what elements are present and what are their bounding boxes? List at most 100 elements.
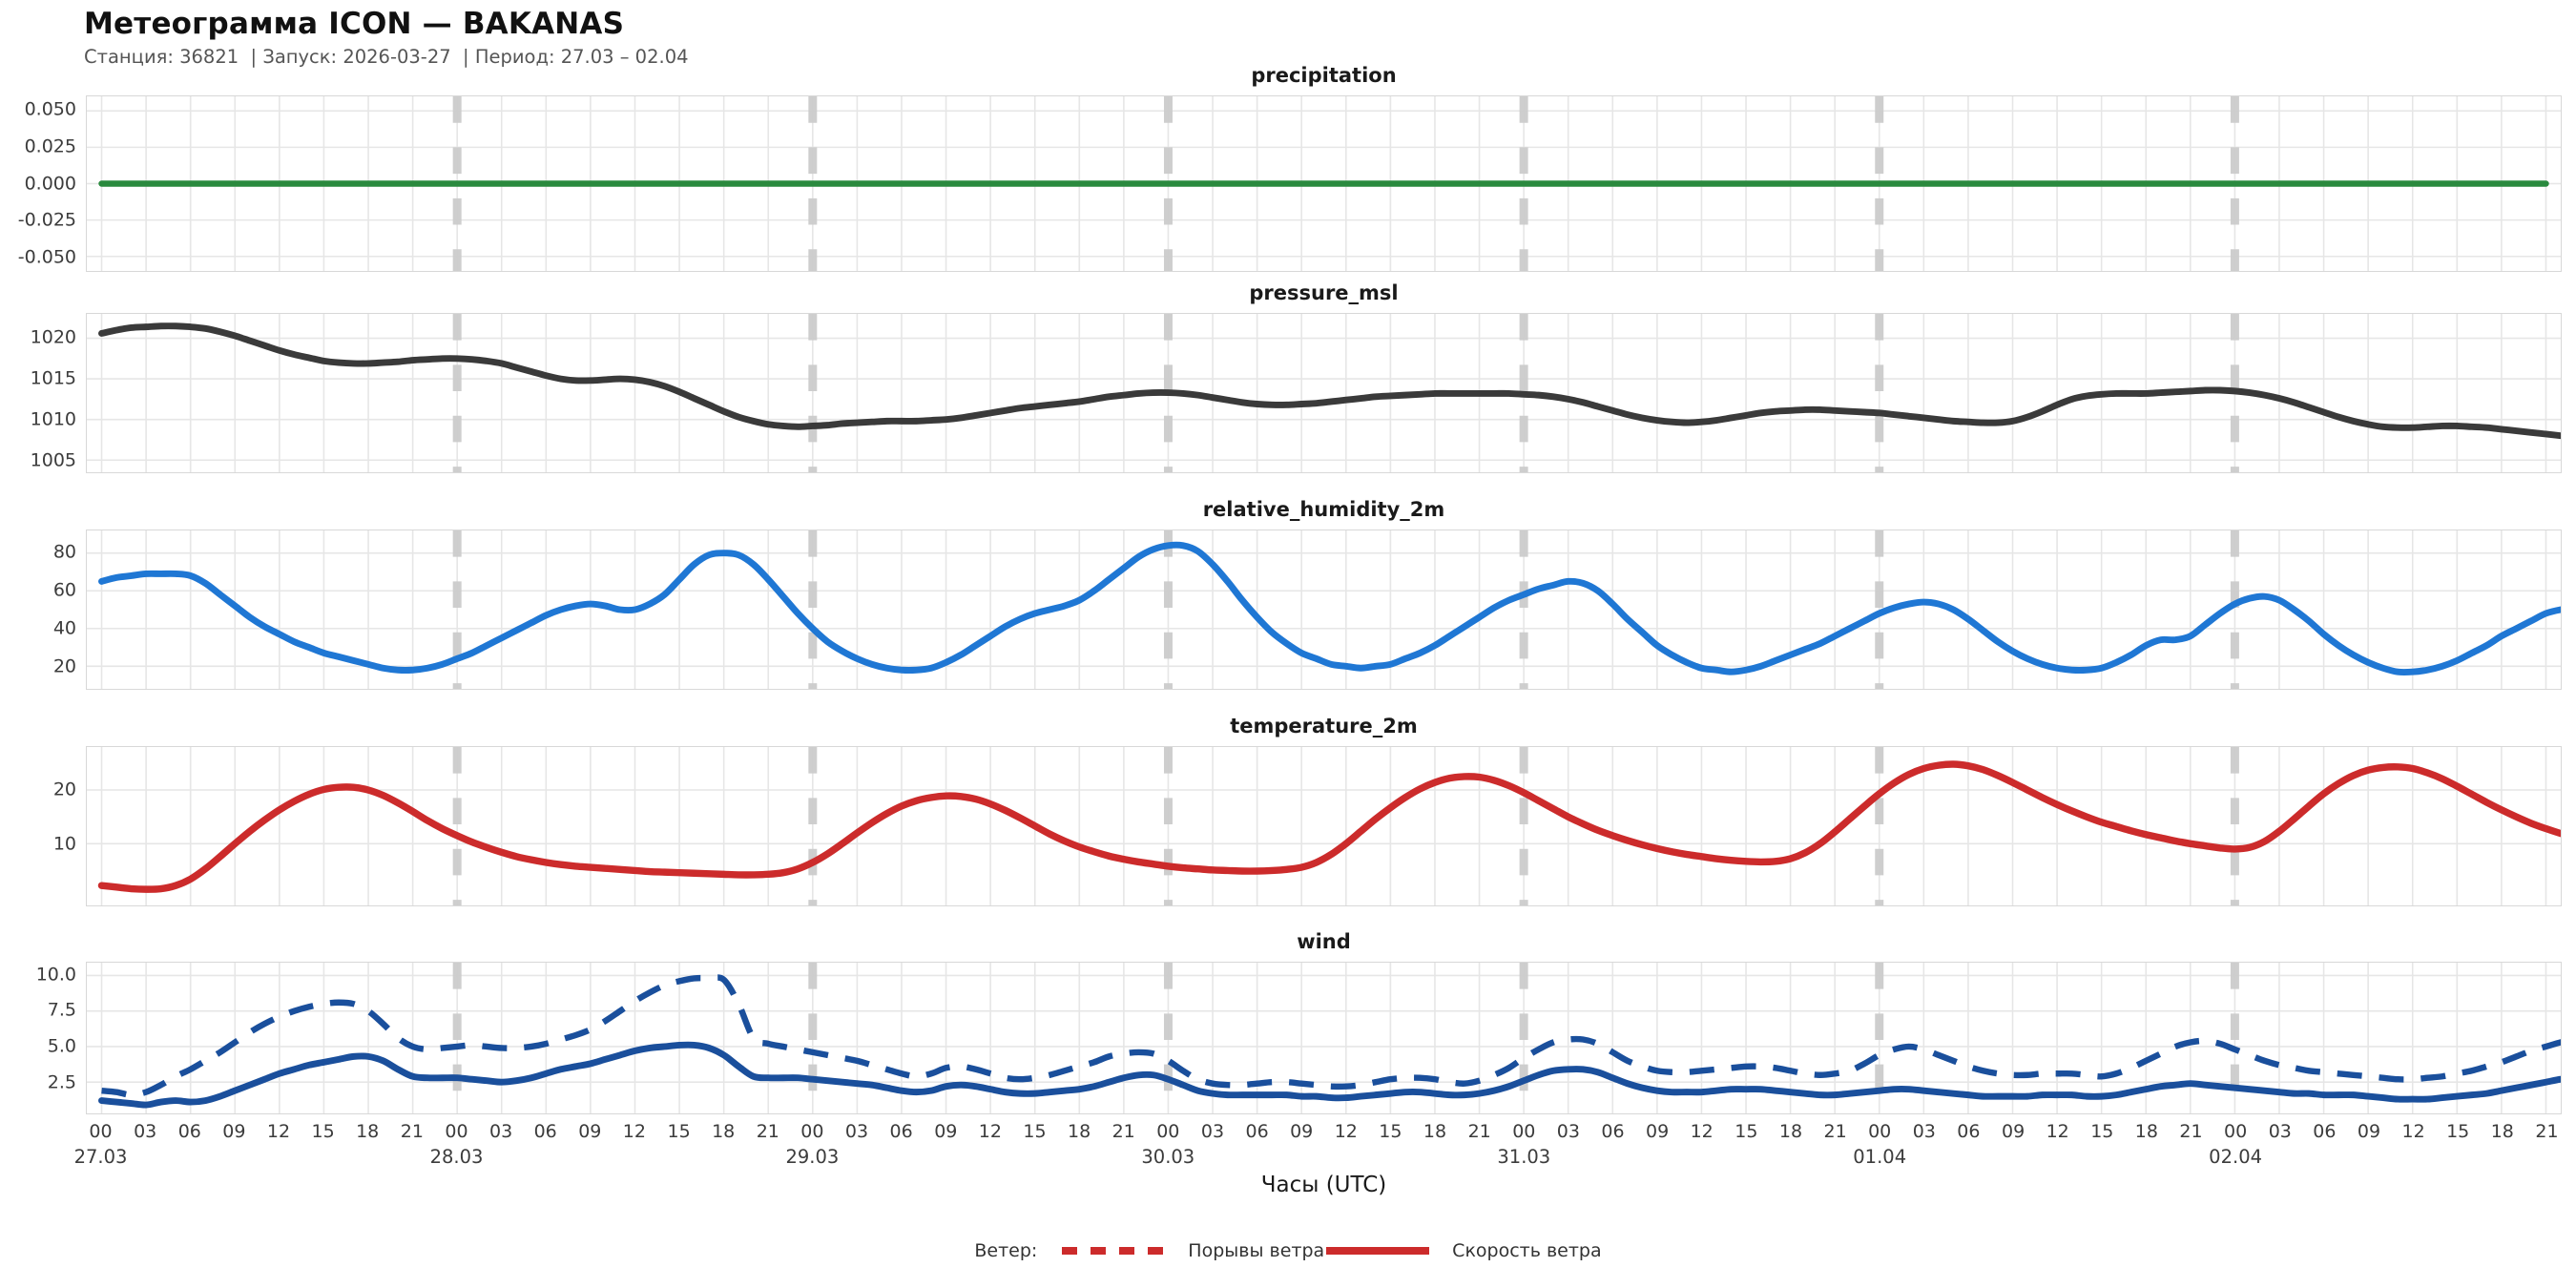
x-tick-hour: 09 <box>2357 1121 2381 1142</box>
page-subtitle: Станция: 36821 | Запуск: 2026-03-27 | Пе… <box>84 46 689 68</box>
x-tick-hour: 12 <box>1690 1121 1714 1142</box>
x-tick-hour: 03 <box>1200 1121 1225 1142</box>
y-tick-label: 20 <box>52 779 76 800</box>
x-tick-hour: 21 <box>1111 1121 1135 1142</box>
x-tick-day: 31.03 <box>1497 1146 1551 1168</box>
y-axis-pressure-msl: 1005 1010 1015 1020 <box>0 313 76 473</box>
y-tick-label: 1010 <box>30 408 76 430</box>
y-axis-precipitation: -0.050 -0.025 0.000 0.025 0.050 <box>0 95 76 272</box>
x-tick-hour: 21 <box>1467 1121 1491 1142</box>
y-tick-label: -0.025 <box>17 209 76 231</box>
panel-title-relative-humidity-2m: relative_humidity_2m <box>1202 498 1445 521</box>
y-tick-label: 40 <box>52 617 76 639</box>
x-tick-hour: 06 <box>889 1121 913 1142</box>
x-tick-hour: 03 <box>1912 1121 1936 1142</box>
x-tick-hour: 15 <box>1379 1121 1402 1142</box>
x-tick-hour: 03 <box>134 1121 157 1142</box>
x-tick-hour: 00 <box>1868 1121 1892 1142</box>
x-tick-hour: 06 <box>1601 1121 1625 1142</box>
plot-area-precipitation <box>86 95 2562 272</box>
panel-title-pressure-msl: pressure_msl <box>1249 281 1399 304</box>
y-tick-label: 20 <box>52 655 76 677</box>
y-tick-label: 10.0 <box>35 964 76 986</box>
x-tick-hour: 15 <box>1023 1121 1047 1142</box>
x-tick-hour: 00 <box>89 1121 113 1142</box>
x-tick-hour: 18 <box>1423 1121 1447 1142</box>
panel-title-temperature-2m: temperature_2m <box>1230 715 1418 737</box>
x-tick-hour: 12 <box>1334 1121 1358 1142</box>
x-tick-hour: 03 <box>2268 1121 2292 1142</box>
x-tick-hour: 06 <box>2313 1121 2337 1142</box>
legend-entry-speed: Скорость ветра <box>1324 1240 1602 1261</box>
x-tick-hour: 18 <box>1778 1121 1803 1142</box>
x-axis-label: Часы (UTC) <box>1260 1173 1387 1197</box>
y-tick-label: 2.5 <box>47 1071 76 1093</box>
x-tick-hour: 15 <box>1735 1121 1758 1142</box>
x-tick-day: 01.04 <box>1853 1146 1907 1168</box>
y-tick-label: 0.050 <box>24 98 76 120</box>
x-tick-day: 02.04 <box>2209 1146 2263 1168</box>
x-tick-hour: 21 <box>1823 1121 1847 1142</box>
x-tick-day: 27.03 <box>73 1146 128 1168</box>
x-tick-hour: 09 <box>1290 1121 1314 1142</box>
x-tick-hour: 12 <box>2401 1121 2425 1142</box>
x-tick-hour: 15 <box>2090 1121 2114 1142</box>
x-tick-hour: 12 <box>622 1121 646 1142</box>
plot-area-temperature-2m <box>86 746 2562 906</box>
x-tick-hour: 15 <box>311 1121 335 1142</box>
x-tick-hour: 21 <box>2535 1121 2559 1142</box>
x-tick-hour: 06 <box>1245 1121 1269 1142</box>
x-tick-hour: 12 <box>978 1121 1002 1142</box>
x-tick-hour: 18 <box>356 1121 380 1142</box>
x-tick-hour: 00 <box>445 1121 468 1142</box>
solid-line-icon <box>1324 1240 1431 1261</box>
panel-precipitation: precipitation -0.050 -0.025 0.000 0.025 0.050 <box>0 63 2576 272</box>
x-tick-hour: 18 <box>2490 1121 2514 1142</box>
y-axis-temperature-2m: 10 20 <box>0 746 76 906</box>
wind-legend: Ветер: Порывы ветра Скорость ветра <box>0 1240 2576 1261</box>
x-tick-hour: 15 <box>667 1121 691 1142</box>
x-tick-hour: 06 <box>177 1121 201 1142</box>
y-tick-label: 1005 <box>30 449 76 471</box>
plot-area-pressure-msl <box>86 313 2562 473</box>
x-axis: 00 03 06 09 12 15 18 21 00 03 06 09 12 15 18 21 00 03 06 09… <box>0 1121 2576 1178</box>
panel-title-wind: wind <box>1297 930 1351 953</box>
x-tick-hour: 06 <box>1957 1121 1981 1142</box>
plot-area-wind <box>86 962 2562 1114</box>
y-tick-label: 10 <box>52 833 76 854</box>
x-tick-day: 28.03 <box>429 1146 484 1168</box>
x-tick-hour: 06 <box>533 1121 557 1142</box>
x-tick-hour: 21 <box>400 1121 424 1142</box>
x-tick-hour: 21 <box>2179 1121 2203 1142</box>
x-tick-hour: 00 <box>800 1121 824 1142</box>
panel-temperature-2m: temperature_2m 10 20 <box>0 714 2576 906</box>
y-tick-label: 60 <box>52 579 76 601</box>
dashed-line-icon <box>1060 1240 1167 1261</box>
x-tick-hour: 15 <box>2446 1121 2470 1142</box>
y-tick-label: -0.050 <box>17 246 76 268</box>
x-tick-hour: 09 <box>934 1121 958 1142</box>
x-tick-hour: 09 <box>2002 1121 2025 1142</box>
y-axis-relative-humidity-2m: 20 40 60 80 <box>0 530 76 690</box>
panel-relative-humidity-2m: relative_humidity_2m 20 40 60 80 <box>0 497 2576 690</box>
x-tick-hour: 00 <box>2224 1121 2248 1142</box>
x-tick-hour: 09 <box>1646 1121 1670 1142</box>
x-tick-hour: 18 <box>712 1121 736 1142</box>
x-tick-day: 29.03 <box>785 1146 840 1168</box>
legend-label-speed: Скорость ветра <box>1452 1240 1602 1261</box>
x-tick-hour: 03 <box>844 1121 869 1142</box>
y-tick-label: 5.0 <box>47 1035 76 1057</box>
y-tick-label: 80 <box>52 541 76 563</box>
header: Метеограмма ICON — BAKANAS Станция: 3682… <box>84 6 689 69</box>
legend-title: Ветер: <box>974 1240 1038 1261</box>
x-tick-hour: 21 <box>756 1121 779 1142</box>
x-tick-hour: 18 <box>2134 1121 2158 1142</box>
x-tick-hour: 00 <box>1156 1121 1180 1142</box>
legend-label-gust: Порывы ветра <box>1188 1240 1325 1261</box>
x-tick-day: 30.03 <box>1141 1146 1195 1168</box>
x-tick-hour: 00 <box>1512 1121 1536 1142</box>
y-tick-label: 0.000 <box>24 173 76 194</box>
x-tick-hour: 09 <box>578 1121 602 1142</box>
y-tick-label: 0.025 <box>24 135 76 157</box>
y-tick-label: 1015 <box>30 367 76 389</box>
